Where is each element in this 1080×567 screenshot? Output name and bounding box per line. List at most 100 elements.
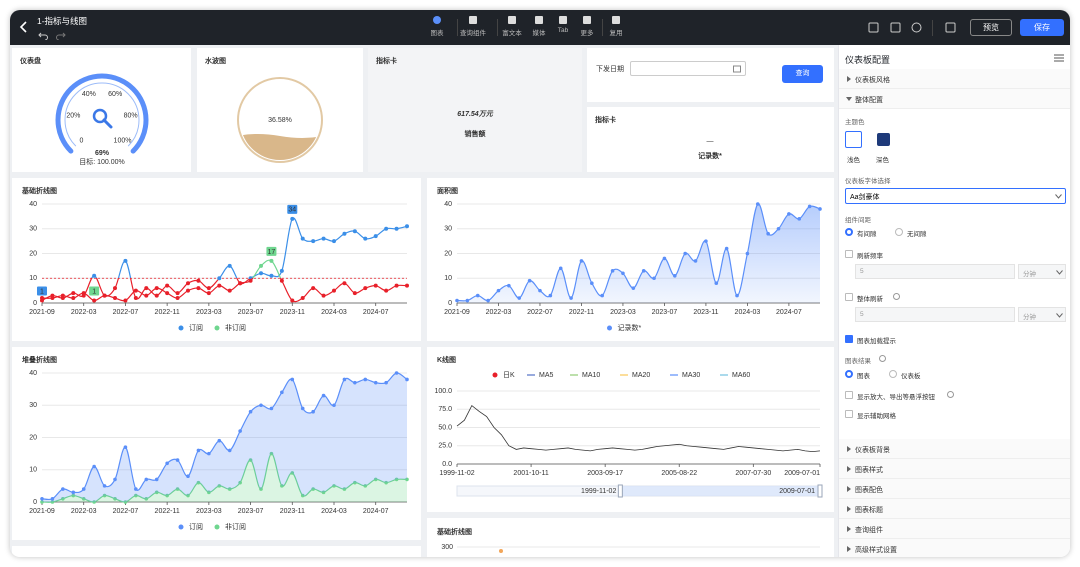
- zoom-handle: [617, 484, 623, 498]
- x-tick-label: 2005-08-22: [661, 470, 697, 477]
- checkbox[interactable]: [845, 335, 853, 343]
- toolbar-button[interactable]: 媒体: [519, 14, 559, 42]
- toolbar-button[interactable]: 查询组件: [453, 14, 493, 42]
- arrow: [847, 446, 851, 452]
- dashboard-title: 1-指标与线图: [37, 16, 88, 26]
- font-select[interactable]: Aa剑豪体: [845, 188, 1066, 204]
- point: [71, 490, 76, 495]
- x-tick-label: 2022-03: [71, 508, 97, 515]
- section-header[interactable]: 仪表板风格: [839, 69, 1070, 89]
- toolbar-button[interactable]: 富文本: [492, 14, 532, 42]
- point: [165, 283, 170, 288]
- chevron: [1056, 313, 1063, 318]
- arrow: [846, 97, 852, 101]
- point: [579, 259, 584, 263]
- y-tick-label: 50.0: [438, 424, 452, 431]
- point: [332, 484, 336, 488]
- point: [81, 291, 86, 296]
- point: [217, 438, 222, 443]
- number-input[interactable]: 5: [855, 307, 1015, 322]
- point: [238, 480, 242, 485]
- toolbar-button[interactable]: 复用: [596, 14, 636, 42]
- point: [81, 496, 86, 501]
- icon: [535, 16, 543, 24]
- number-input[interactable]: 5: [855, 264, 1015, 279]
- section-header[interactable]: 整体配置: [839, 89, 1070, 109]
- tool-label: 媒体: [532, 30, 546, 37]
- y-tick-label: 20: [444, 250, 452, 257]
- point: [745, 251, 750, 256]
- x-tick-label: 2001-10-11: [513, 470, 548, 477]
- checkbox[interactable]: [845, 391, 853, 399]
- point: [787, 212, 791, 216]
- checkbox[interactable]: [845, 293, 853, 301]
- section-header[interactable]: 图表标题: [839, 499, 1070, 519]
- arrow: [847, 526, 851, 532]
- checkbox[interactable]: [845, 250, 853, 258]
- section-header[interactable]: 查询组件: [839, 519, 1070, 539]
- chart-title: 基础折线图: [21, 186, 57, 195]
- radio[interactable]: [845, 370, 853, 378]
- action-icon: [911, 22, 922, 33]
- toolbar-button[interactable]: 更多: [567, 14, 607, 42]
- unit-select[interactable]: 分钟: [1018, 264, 1066, 279]
- save-button[interactable]: 保存: [1020, 19, 1064, 36]
- point: [300, 236, 305, 241]
- preview-button[interactable]: 预览: [970, 19, 1012, 36]
- icon: [847, 526, 851, 532]
- checkbox[interactable]: [845, 410, 853, 418]
- point: [175, 458, 180, 462]
- card-title: 水波图: [205, 56, 226, 65]
- section-header[interactable]: 图表配色: [839, 479, 1070, 499]
- y-tick-label: 30: [29, 402, 37, 409]
- y-tick-label: 10: [444, 275, 452, 282]
- point: [527, 278, 532, 283]
- section-header[interactable]: 仪表板背景: [839, 439, 1070, 459]
- point: [363, 236, 368, 241]
- toolbar-button[interactable]: 图表: [417, 14, 457, 42]
- theme-dark[interactable]: [877, 133, 890, 146]
- icon: [612, 16, 620, 24]
- point: [206, 291, 211, 296]
- point: [797, 217, 802, 221]
- point: [321, 490, 326, 495]
- radio[interactable]: [845, 228, 853, 236]
- radio[interactable]: [895, 228, 903, 236]
- window: 1-指标与线图 图表 查询组件 富文本 媒体 Tab 更多 复用 预览 保存 仪表盘 0 20% 40% 6…: [10, 10, 1070, 557]
- theme-light[interactable]: [845, 131, 862, 148]
- icon: [1056, 313, 1063, 318]
- point: [71, 296, 76, 301]
- toolbar-button[interactable]: Tab: [543, 14, 583, 42]
- tool-icon: [583, 16, 591, 24]
- section-header[interactable]: 高级样式设置: [839, 539, 1070, 557]
- radio[interactable]: [889, 370, 897, 378]
- separator: [457, 19, 458, 36]
- point: [465, 298, 470, 303]
- point: [269, 258, 274, 263]
- tool-label: 富文本: [502, 30, 522, 37]
- point: [102, 484, 107, 488]
- point: [342, 487, 347, 491]
- legend-label: 记录数*: [618, 323, 642, 332]
- point: [133, 288, 138, 293]
- point: [113, 296, 117, 301]
- chart: 基础折线图 0 10 20 30 40 2021-09 2022-03 2022-07 2022-…: [21, 186, 409, 332]
- point: [311, 239, 316, 244]
- point: [353, 380, 357, 385]
- point: [394, 477, 399, 482]
- unit-select[interactable]: 分钟: [1018, 307, 1066, 322]
- y-tick-label: 75.0: [438, 406, 452, 413]
- query-button[interactable]: 查询: [782, 65, 823, 83]
- action-icon: [890, 22, 901, 33]
- x-tick-label: 2024-03: [321, 508, 347, 515]
- point: [259, 271, 263, 276]
- date-input[interactable]: [630, 61, 746, 76]
- point: [641, 269, 646, 273]
- separator: [932, 20, 933, 36]
- section-header[interactable]: 图表样式: [839, 459, 1070, 479]
- point: [290, 471, 295, 475]
- point: [154, 293, 159, 298]
- magnifier-handle: [102, 118, 113, 129]
- gauge-tick-label: 20%: [66, 112, 80, 119]
- point: [352, 291, 357, 296]
